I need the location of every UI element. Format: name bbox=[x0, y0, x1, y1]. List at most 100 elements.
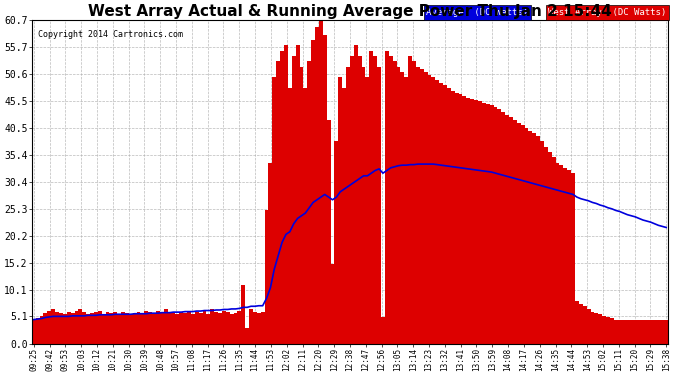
Bar bbox=[571, 173, 575, 344]
Bar bbox=[552, 157, 555, 344]
Bar bbox=[408, 56, 412, 344]
Bar bbox=[424, 72, 428, 344]
Bar bbox=[466, 98, 471, 344]
Bar bbox=[435, 80, 440, 344]
Bar bbox=[101, 314, 106, 344]
Bar bbox=[331, 264, 335, 344]
Bar bbox=[455, 93, 459, 344]
Bar bbox=[129, 314, 132, 344]
Bar bbox=[388, 56, 393, 344]
Bar bbox=[641, 320, 645, 344]
Bar bbox=[237, 310, 242, 344]
Bar bbox=[451, 91, 455, 344]
Bar bbox=[280, 51, 284, 344]
Bar bbox=[354, 45, 357, 344]
Text: Copyright 2014 Cartronics.com: Copyright 2014 Cartronics.com bbox=[38, 30, 184, 39]
Bar bbox=[132, 313, 137, 344]
Bar bbox=[315, 27, 319, 344]
Bar bbox=[493, 106, 497, 344]
Bar bbox=[323, 35, 326, 344]
Bar bbox=[645, 320, 649, 344]
Bar bbox=[342, 88, 346, 344]
Bar bbox=[474, 100, 478, 344]
Bar bbox=[482, 103, 486, 344]
Bar bbox=[82, 312, 86, 344]
Bar bbox=[319, 21, 323, 344]
Bar bbox=[110, 313, 113, 344]
Bar bbox=[203, 310, 206, 344]
Bar bbox=[98, 310, 101, 344]
Bar bbox=[43, 313, 48, 344]
Bar bbox=[276, 62, 280, 344]
Bar bbox=[257, 313, 261, 344]
Bar bbox=[381, 317, 385, 344]
Bar bbox=[245, 328, 249, 344]
Bar bbox=[567, 171, 571, 344]
Bar bbox=[598, 314, 602, 344]
Text: Average  (DC Watts): Average (DC Watts) bbox=[426, 8, 529, 17]
Bar bbox=[362, 67, 366, 344]
Bar bbox=[649, 320, 653, 344]
Bar bbox=[513, 120, 517, 344]
Bar bbox=[311, 40, 315, 344]
Bar bbox=[459, 94, 462, 344]
Bar bbox=[524, 128, 529, 344]
Bar bbox=[517, 123, 521, 344]
Bar bbox=[304, 88, 307, 344]
Bar bbox=[350, 56, 354, 344]
Bar bbox=[536, 136, 540, 344]
Bar bbox=[164, 309, 168, 344]
Bar bbox=[141, 314, 144, 344]
Bar bbox=[70, 313, 75, 344]
Bar bbox=[288, 88, 292, 344]
Bar bbox=[79, 309, 82, 344]
Title: West Array Actual & Running Average Power Thu Jan 2 15:44: West Array Actual & Running Average Powe… bbox=[88, 4, 612, 19]
Bar bbox=[261, 312, 265, 344]
Bar bbox=[393, 62, 397, 344]
Bar bbox=[36, 318, 39, 344]
Bar bbox=[560, 165, 563, 344]
Bar bbox=[509, 117, 513, 344]
Bar bbox=[125, 313, 129, 344]
Bar bbox=[187, 310, 191, 344]
Bar bbox=[75, 310, 79, 344]
Bar bbox=[335, 141, 338, 344]
Bar bbox=[32, 320, 36, 344]
Bar bbox=[385, 51, 388, 344]
Bar bbox=[292, 56, 295, 344]
Bar bbox=[94, 312, 98, 344]
Bar bbox=[55, 312, 59, 344]
Bar bbox=[148, 312, 152, 344]
Bar bbox=[172, 313, 175, 344]
Bar bbox=[443, 85, 447, 344]
Bar bbox=[121, 312, 125, 344]
Bar bbox=[478, 101, 482, 344]
Bar bbox=[357, 56, 362, 344]
Bar bbox=[48, 310, 51, 344]
Bar bbox=[397, 67, 400, 344]
Bar bbox=[532, 133, 536, 344]
Bar bbox=[218, 313, 222, 344]
Bar bbox=[234, 313, 237, 344]
Bar bbox=[160, 312, 164, 344]
Bar bbox=[273, 77, 276, 344]
Bar bbox=[199, 313, 203, 344]
Bar bbox=[106, 312, 110, 344]
Bar bbox=[404, 77, 408, 344]
Bar bbox=[428, 75, 431, 344]
Bar bbox=[51, 309, 55, 344]
Bar bbox=[326, 120, 331, 344]
Bar bbox=[625, 320, 629, 344]
Bar bbox=[497, 109, 502, 344]
Bar bbox=[253, 312, 257, 344]
Bar bbox=[249, 309, 253, 344]
Bar bbox=[113, 312, 117, 344]
Bar bbox=[39, 316, 43, 344]
Bar bbox=[241, 285, 245, 344]
Bar bbox=[544, 147, 548, 344]
Bar bbox=[168, 312, 172, 344]
Bar bbox=[86, 314, 90, 344]
Bar bbox=[295, 45, 299, 344]
Bar bbox=[59, 313, 63, 344]
Bar bbox=[586, 309, 591, 344]
